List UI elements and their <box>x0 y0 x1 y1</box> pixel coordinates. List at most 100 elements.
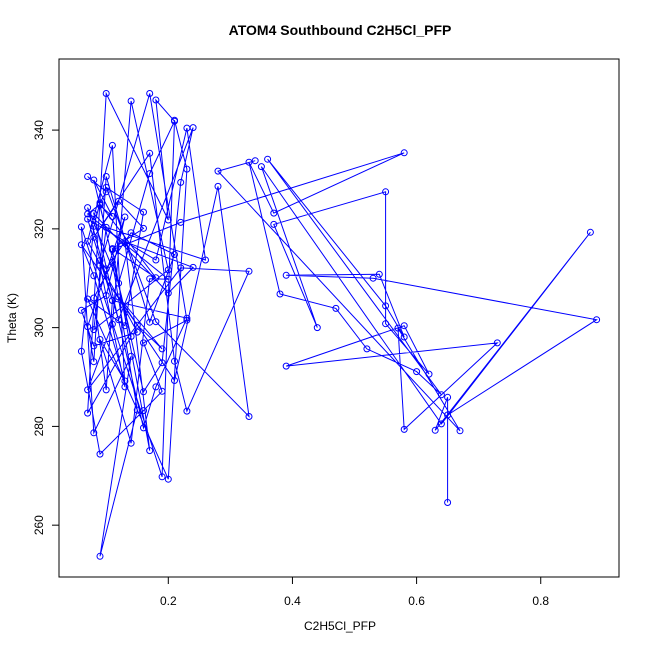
data-point <box>152 318 160 326</box>
data-point <box>96 336 104 343</box>
data-point <box>115 316 123 324</box>
data-point <box>84 323 92 331</box>
x-tick-label: 0.6 <box>408 594 425 608</box>
data-point <box>127 333 135 340</box>
data-point <box>127 229 135 237</box>
data-point <box>121 238 129 246</box>
data-point <box>164 275 172 283</box>
data-point <box>177 178 185 186</box>
data-point <box>437 420 445 428</box>
data-point <box>276 290 284 298</box>
data-point <box>90 342 98 350</box>
data-point <box>140 224 147 232</box>
data-point <box>158 359 166 367</box>
data-point <box>90 233 98 241</box>
x-axis: 0.2 0.4 0.6 0.8 <box>160 577 549 608</box>
data-point <box>90 222 98 230</box>
y-tick-label: 260 <box>32 515 46 535</box>
x-tick-label: 0.8 <box>532 594 549 608</box>
data-point <box>96 261 104 269</box>
data-point <box>77 306 85 314</box>
y-tick-label: 320 <box>32 219 46 239</box>
data-point <box>437 391 445 399</box>
data-point <box>257 163 265 171</box>
data-point <box>102 292 110 299</box>
plot-layer <box>77 90 601 560</box>
data-point <box>382 320 390 328</box>
y-tick-label: 280 <box>32 416 46 436</box>
data-point <box>108 258 116 266</box>
x-tick-label: 0.2 <box>160 594 177 608</box>
series-line <box>80 91 598 557</box>
data-point <box>90 429 98 437</box>
data-point <box>164 216 172 224</box>
data-point <box>90 294 98 302</box>
data-point <box>245 267 253 275</box>
data-point <box>158 387 166 395</box>
data-point <box>84 237 92 245</box>
data-point <box>431 426 439 434</box>
data-point <box>313 324 321 332</box>
data-point <box>214 182 222 190</box>
data-point <box>400 333 408 341</box>
data-point <box>282 271 290 279</box>
plot-frame <box>58 58 620 578</box>
data-point <box>102 90 110 97</box>
data-point <box>202 256 209 264</box>
data-point <box>171 251 178 258</box>
data-point <box>332 304 340 312</box>
data-point <box>90 326 98 334</box>
data-point <box>164 289 172 297</box>
data-point <box>183 165 191 173</box>
data-point <box>400 425 408 433</box>
data-point <box>84 215 92 223</box>
data-point <box>146 149 154 157</box>
data-point <box>183 316 191 324</box>
data-point <box>96 552 104 560</box>
data-point <box>146 275 154 283</box>
y-axis: 260 280 300 320 340 <box>32 120 59 535</box>
data-point <box>102 173 110 180</box>
data-point <box>282 362 290 370</box>
data-point <box>413 368 421 376</box>
y-axis-label: Theta (K) <box>5 293 19 343</box>
data-point <box>90 358 98 366</box>
data-point <box>102 265 110 273</box>
data-point <box>363 345 371 353</box>
data-point <box>152 96 160 104</box>
data-point <box>593 316 601 324</box>
data-point <box>84 409 92 417</box>
data-point <box>90 176 98 184</box>
data-point <box>102 188 110 196</box>
data-point <box>146 447 154 455</box>
data-point <box>133 406 141 414</box>
data-point <box>152 256 160 264</box>
data-point <box>146 170 154 178</box>
data-point <box>251 157 259 165</box>
data-point <box>121 377 129 385</box>
data-point <box>77 241 85 249</box>
data-point <box>84 173 92 180</box>
data-point <box>108 246 116 254</box>
data-point <box>183 314 191 322</box>
data-point <box>382 188 390 196</box>
data-point <box>127 439 135 447</box>
data-point <box>140 388 147 396</box>
data-point <box>493 339 501 347</box>
data-point <box>270 209 278 217</box>
data-point <box>171 116 178 124</box>
data-point <box>115 293 123 301</box>
data-point <box>102 223 110 231</box>
data-point <box>164 475 172 483</box>
data-point <box>245 158 253 166</box>
y-tick-label: 300 <box>32 317 46 337</box>
data-point <box>270 220 278 228</box>
data-point <box>456 427 464 435</box>
data-point <box>245 413 253 420</box>
data-point <box>108 141 116 149</box>
data-point <box>115 197 123 205</box>
data-point <box>152 383 160 391</box>
data-point <box>127 97 135 105</box>
data-point <box>444 499 452 506</box>
